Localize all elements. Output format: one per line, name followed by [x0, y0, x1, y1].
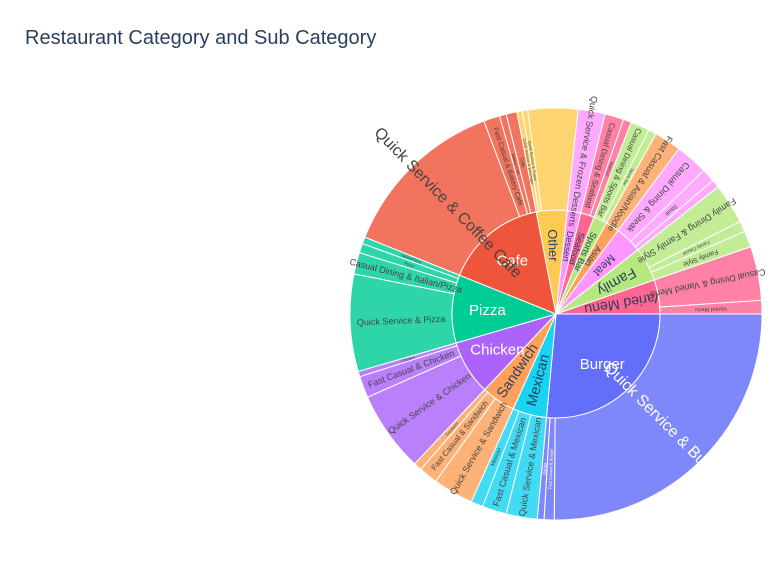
sector-label-chicken: Chicken: [470, 341, 524, 358]
sector-label-other: Other: [545, 229, 561, 262]
sub-sector-varied-menu[interactable]: [659, 299, 763, 315]
sub-sector-label-fast-casual-burger: Fast Casual & Burger: [548, 448, 554, 489]
sub-sector-label-chicken: Chicken: [400, 355, 415, 364]
sub-sector-label-bakery-cafe: Bakery Cafe: [511, 153, 522, 176]
sub-sector-label-varied-menu: Varied Menu: [695, 305, 727, 312]
sub-sector-quick-service-burger[interactable]: [553, 313, 763, 521]
sub-sector-label-quick-service-pizza: Quick Service & Pizza: [357, 314, 446, 328]
sub-sector-label-quick-service-snack: Quick Service & Snack: [527, 140, 538, 181]
sub-sector-label-seafood: Seafood: [605, 161, 615, 177]
chart-title: Restaurant Category and Sub Category: [25, 27, 377, 49]
sector-label-pizza: Pizza: [469, 302, 506, 319]
sub-sector-label-pizza: Pizza: [404, 260, 416, 268]
sector-label-cafe: Cafe: [496, 253, 528, 270]
sub-sector-label-cafe: Cafe: [519, 157, 526, 168]
sector-label-burger: Burger: [580, 356, 625, 373]
sub-sector-label-burger: Burger: [541, 462, 547, 475]
